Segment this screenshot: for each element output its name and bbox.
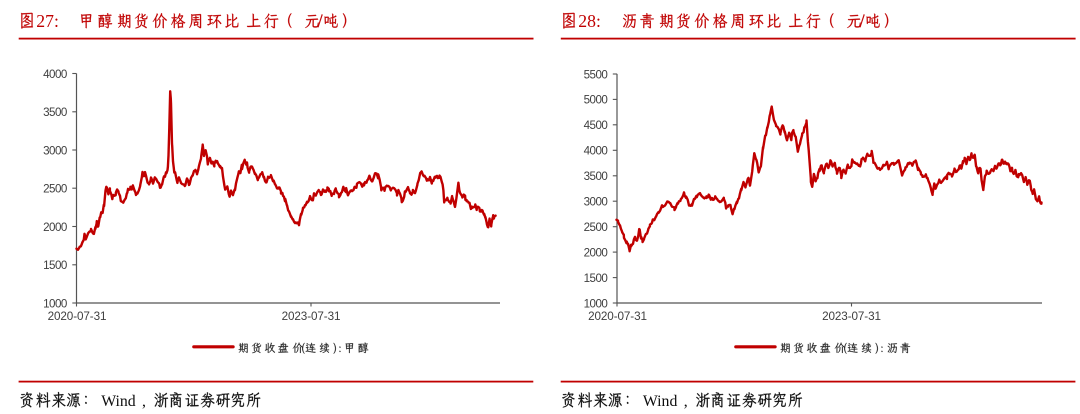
svg-text:1000: 1000: [584, 297, 608, 310]
svg-text:2020-07-31: 2020-07-31: [48, 310, 107, 323]
svg-text:1500: 1500: [584, 272, 608, 285]
svg-text:5000: 5000: [584, 94, 608, 107]
svg-text:,: ,: [684, 393, 688, 410]
svg-text:1000: 1000: [43, 297, 67, 310]
svg-text:27:: 27:: [36, 11, 59, 31]
svg-text:,: ,: [142, 393, 146, 410]
svg-text:Wind: Wind: [101, 393, 136, 410]
svg-text:3000: 3000: [43, 144, 67, 157]
svg-text:2000: 2000: [584, 246, 608, 259]
svg-text:3000: 3000: [584, 196, 608, 209]
svg-text:3500: 3500: [584, 170, 608, 183]
svg-text:Wind: Wind: [643, 393, 678, 410]
svg-text:4000: 4000: [584, 145, 608, 158]
svg-text:2500: 2500: [584, 221, 608, 234]
svg-text:4500: 4500: [584, 119, 608, 132]
svg-text:2000: 2000: [43, 221, 67, 234]
svg-text:5500: 5500: [584, 68, 608, 81]
svg-text:28:: 28:: [578, 11, 601, 31]
svg-text:2020-07-31: 2020-07-31: [588, 310, 647, 323]
svg-text:1500: 1500: [43, 259, 67, 272]
svg-text:3500: 3500: [43, 106, 67, 119]
svg-text:2500: 2500: [43, 183, 67, 196]
svg-text:2023-07-31: 2023-07-31: [822, 310, 881, 323]
svg-text:4000: 4000: [43, 68, 67, 81]
svg-text:2023-07-31: 2023-07-31: [282, 310, 341, 323]
